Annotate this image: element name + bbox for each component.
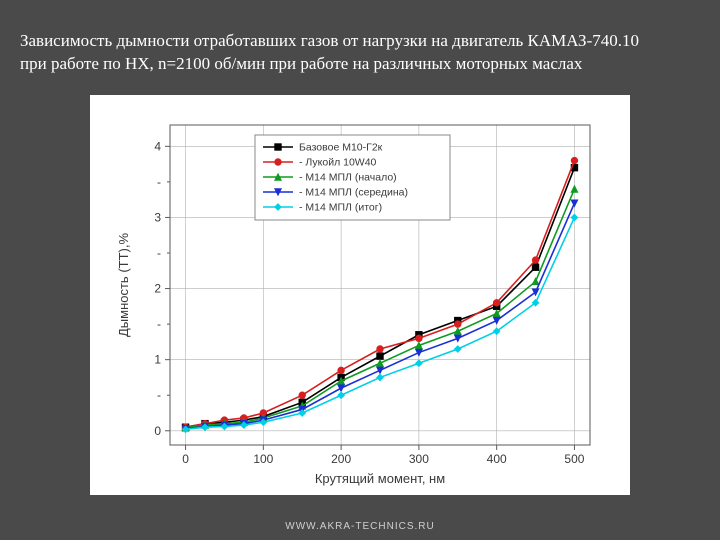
- svg-text:400: 400: [487, 452, 507, 466]
- svg-text:-: -: [157, 317, 161, 331]
- svg-text:100: 100: [253, 452, 273, 466]
- svg-text:- М14 МПЛ (итог): - М14 МПЛ (итог): [299, 202, 382, 214]
- svg-text:4: 4: [154, 139, 161, 153]
- svg-text:-: -: [157, 175, 161, 189]
- svg-text:- М14 МПЛ (середина): - М14 МПЛ (середина): [299, 187, 408, 199]
- title-line-1: Зависимость дымности отработавших газов …: [20, 31, 639, 50]
- svg-text:-: -: [157, 388, 161, 402]
- svg-text:- Лукойл 10W40: - Лукойл 10W40: [299, 157, 377, 169]
- svg-text:- М14 МПЛ (начало): - М14 МПЛ (начало): [299, 172, 397, 184]
- svg-text:500: 500: [564, 452, 584, 466]
- chart-title: Зависимость дымности отработавших газов …: [20, 30, 700, 76]
- svg-text:1: 1: [154, 353, 161, 367]
- title-line-2: при работе по НХ, n=2100 об/мин при рабо…: [20, 54, 582, 73]
- svg-text:Дымность (ТТ),%: Дымность (ТТ),%: [116, 233, 131, 337]
- footer-credit: WWW.AKRA-TECHNICS.RU: [0, 521, 720, 532]
- svg-text:300: 300: [409, 452, 429, 466]
- svg-text:3: 3: [154, 210, 161, 224]
- svg-text:Базовое М10-Г2к: Базовое М10-Г2к: [299, 142, 383, 154]
- line-chart: 0 100 200 300 400 500 0 1 2 3 4 - - - - Крутящий момент…: [90, 95, 630, 495]
- svg-text:200: 200: [331, 452, 351, 466]
- svg-text:-: -: [157, 246, 161, 260]
- svg-text:2: 2: [154, 282, 161, 296]
- svg-text:0: 0: [182, 452, 189, 466]
- svg-text:0: 0: [154, 424, 161, 438]
- svg-text:Крутящий момент, нм: Крутящий момент, нм: [315, 471, 445, 486]
